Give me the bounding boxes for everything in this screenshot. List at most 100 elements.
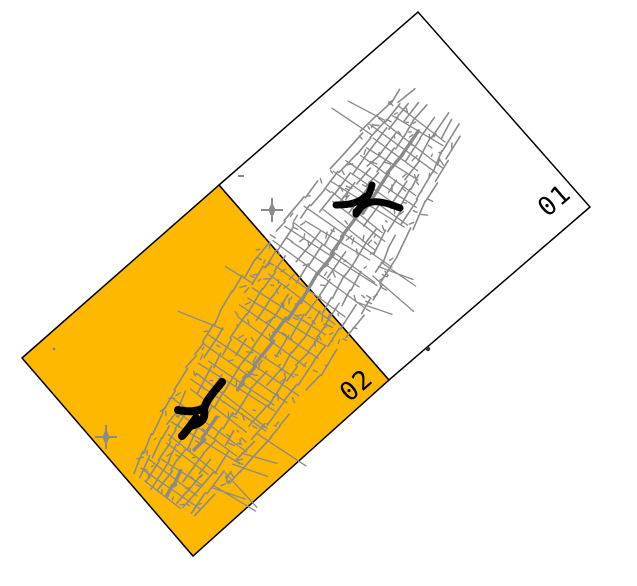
street [362,202,382,227]
street [325,324,334,329]
street [378,117,443,169]
street [400,199,419,226]
street [328,332,334,336]
street [331,274,346,300]
street [355,301,393,315]
street [231,274,244,293]
street [235,337,247,357]
street [198,471,215,490]
street [222,411,234,430]
street [283,196,305,222]
street [304,295,321,317]
street [322,208,377,252]
street [247,297,326,347]
street [326,327,341,348]
street [352,327,358,330]
street [366,228,378,242]
street [159,406,167,412]
street [161,424,171,440]
street [226,480,231,484]
street [235,373,248,392]
street [294,302,303,305]
street [330,229,336,233]
street [241,452,278,465]
street [177,310,224,331]
street [269,233,276,239]
north-arrow-icon [261,198,283,222]
street [226,433,231,438]
street [311,320,316,325]
street [330,170,334,174]
route-segment-north [332,181,404,218]
street [345,314,365,339]
street [379,283,383,289]
street [275,265,346,318]
street [389,257,394,262]
street [237,462,244,465]
street [231,463,269,478]
street [324,263,330,268]
street [397,130,402,136]
street [398,210,405,216]
street [166,452,172,457]
map-marker [52,347,56,351]
street [186,503,191,507]
street [276,227,294,252]
street [278,413,291,427]
street [381,224,385,232]
street [257,433,307,467]
street [201,428,206,431]
street [331,107,373,136]
street [275,220,287,232]
street [243,287,250,294]
street [156,470,174,491]
street [403,118,415,137]
street [201,323,214,343]
street [304,220,371,261]
street [325,231,328,239]
street [337,338,341,345]
street [144,480,182,510]
street [174,454,182,458]
street [266,368,282,386]
street [175,483,178,487]
street [171,496,175,501]
street [332,270,336,278]
street [165,492,170,497]
street [388,100,394,107]
street [351,239,369,267]
street [367,125,371,130]
street [338,153,358,174]
street [238,304,319,360]
street [377,151,380,156]
street [387,234,397,249]
street [176,410,238,457]
street [197,362,276,412]
street [186,428,198,452]
street [213,390,224,409]
street [189,388,248,433]
street [302,263,310,267]
street [323,271,328,277]
street [245,364,258,378]
street [275,334,290,358]
street [249,275,255,279]
street [291,334,308,354]
street [416,181,420,186]
street [283,383,298,402]
street [294,351,310,367]
street [420,213,429,216]
street [196,502,203,506]
street [413,164,417,169]
street [351,149,371,176]
street [272,239,366,309]
street [202,439,217,455]
street [294,373,299,376]
street [259,332,263,335]
street [202,342,288,404]
street [353,294,357,302]
street [365,308,371,312]
street [292,221,376,284]
street [241,376,245,380]
street [367,239,373,245]
